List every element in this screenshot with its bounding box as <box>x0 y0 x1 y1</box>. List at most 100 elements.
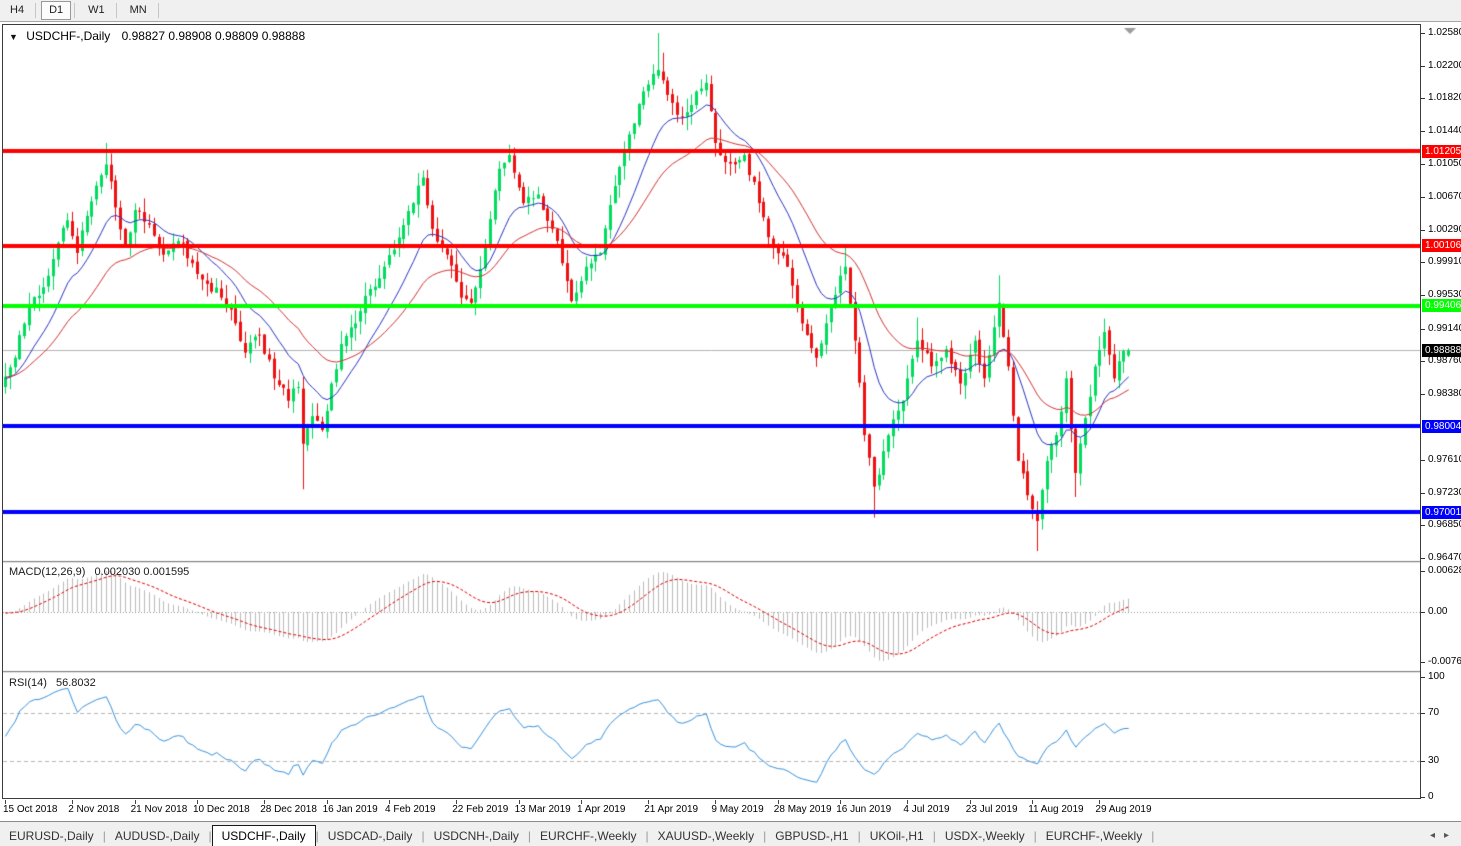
date-axis-label: 10 Dec 2018 <box>193 804 250 815</box>
macd-name: MACD(12,26,9) <box>9 566 86 578</box>
macd-indicator-label: MACD(12,26,9) 0.002030 0.001595 <box>9 566 189 578</box>
rsi-axis-tick: 0 <box>1421 791 1434 803</box>
price-axis-tick: 0.96470 <box>1421 552 1461 564</box>
date-axis-label: 23 Jul 2019 <box>965 804 1018 815</box>
date-axis-label: 4 Jul 2019 <box>903 804 950 815</box>
date-axis-tick <box>840 800 842 804</box>
chart-symbol-label: USDCHF-,Daily <box>26 29 111 43</box>
tab-xauusd-weekly[interactable]: XAUUSD-,Weekly <box>657 829 755 843</box>
price-axis-tick: 1.02580 <box>1421 27 1461 39</box>
date-axis-tick <box>518 800 520 804</box>
tab-eurusd-daily[interactable]: EURUSD-,Daily <box>9 829 94 843</box>
tab-ukoil-h1[interactable]: UKOil-,H1 <box>869 829 924 843</box>
price-axis-tick: 0.96850 <box>1421 519 1461 531</box>
tab-gbpusd-h1[interactable]: GBPUSD-,H1 <box>775 829 849 843</box>
tab-separator: | <box>527 829 532 843</box>
price-axis-tick: 1.01440 <box>1421 125 1461 137</box>
date-axis-tick <box>134 800 136 804</box>
tab-separator: | <box>1033 829 1037 843</box>
price-level-badge[interactable]: 1.00106 <box>1422 239 1461 253</box>
chart-window: ▼ USDCHF-,Daily 0.98827 0.98908 0.98809 … <box>2 24 1421 799</box>
chart-title: ▼ USDCHF-,Daily 0.98827 0.98908 0.98809 … <box>9 29 305 43</box>
tab-eurchf-weekly[interactable]: EURCHF-,Weekly <box>540 829 637 843</box>
tab-usdchf-daily[interactable]: USDCHF-,Daily <box>211 825 316 846</box>
price-axis-tick: 1.00670 <box>1421 191 1461 203</box>
date-axis-label: 21 Apr 2019 <box>644 804 699 815</box>
date-axis-label: 9 May 2019 <box>711 804 764 815</box>
timeframe-button-d1[interactable]: D1 <box>41 1 72 20</box>
tab-usdcad-daily[interactable]: USDCAD-,Daily <box>327 829 413 843</box>
current-price-badge: 0.98888 <box>1422 343 1461 357</box>
rsi-name: RSI(14) <box>9 677 47 689</box>
price-axis-tick: 0.99910 <box>1421 256 1461 268</box>
date-axis-label: 22 Feb 2019 <box>452 804 509 815</box>
rsi-axis-tick: 30 <box>1421 755 1439 767</box>
date-axis-tick <box>264 800 266 804</box>
price-axis-tick: 0.97230 <box>1421 487 1461 499</box>
tabs-scroll-left-button[interactable]: ◂ <box>1429 830 1435 841</box>
date-axis-label: 4 Feb 2019 <box>385 804 436 815</box>
date-axis: 15 Oct 2018 2 Nov 2018 21 Nov 2018 10 Dec 2… <box>3 800 1421 818</box>
tab-separator: | <box>857 829 861 843</box>
tab-separator: | <box>102 829 106 843</box>
price-axis: 1.02580 1.02200 1.01820 1.01440 1.01050 1.006… <box>1421 24 1461 802</box>
date-axis-tick <box>197 800 198 804</box>
date-axis-tick <box>969 800 971 804</box>
date-axis-tick <box>1032 800 1034 804</box>
date-axis-tick <box>456 800 458 804</box>
price-level-badge[interactable]: 0.99406 <box>1422 299 1461 313</box>
date-axis-label: 29 Aug 2019 <box>1095 804 1152 815</box>
date-axis-label: 16 Jan 2019 <box>322 804 378 815</box>
tab-separator: | <box>932 829 936 843</box>
price-level-badge[interactable]: 1.01205 <box>1422 144 1461 158</box>
price-axis-tick: 1.00290 <box>1421 224 1461 236</box>
date-axis-tick <box>326 800 328 804</box>
price-axis-tick: 0.99530 <box>1421 289 1461 301</box>
date-axis-label: 11 Aug 2019 <box>1028 804 1084 815</box>
toolbar-separator <box>157 3 159 18</box>
chart-tab-bar: EURUSD-,Daily | AUDUSD-,Daily | USDCHF-,Dail… <box>0 821 1461 846</box>
macd-axis-tick: 0.00 <box>1421 606 1447 618</box>
macd-axis-tick: 0.006286 <box>1421 565 1461 577</box>
price-chart-canvas[interactable] <box>3 25 1420 798</box>
date-axis-tick <box>581 800 582 804</box>
date-axis-tick <box>1099 800 1101 804</box>
date-axis-tick <box>648 800 650 804</box>
timeframe-button-w1[interactable]: W1 <box>88 4 105 16</box>
price-axis-tick: 1.01820 <box>1421 92 1461 104</box>
price-level-badge[interactable]: 0.97001 <box>1422 505 1461 519</box>
tab-audusd-daily[interactable]: AUDUSD-,Daily <box>114 829 200 843</box>
tab-separator: | <box>315 829 319 843</box>
chart-dropdown-icon[interactable]: ▼ <box>9 32 18 42</box>
date-axis-tick <box>777 800 779 804</box>
date-axis-tick <box>72 800 74 804</box>
tab-separator: | <box>763 829 767 843</box>
macd-axis-tick: -0.00762 <box>1421 656 1461 668</box>
date-axis-label: 2 Nov 2018 <box>68 804 120 815</box>
date-axis-tick <box>715 800 717 804</box>
price-axis-tick: 0.97610 <box>1421 454 1461 466</box>
tab-separator: | <box>1151 829 1155 843</box>
timeframe-button-h4[interactable]: H4 <box>10 4 25 16</box>
tabs-scroll-right-button[interactable]: ▸ <box>1443 830 1449 841</box>
rsi-value: 56.8032 <box>55 677 96 689</box>
date-axis-label: 16 Jun 2019 <box>836 804 892 815</box>
price-level-badge[interactable]: 0.98004 <box>1422 419 1461 433</box>
date-axis-label: 28 May 2019 <box>773 804 832 815</box>
tab-usdcnh-daily[interactable]: USDCNH-,Daily <box>433 829 519 843</box>
tab-separator: | <box>421 829 425 843</box>
timeframe-button-mn[interactable]: MN <box>129 4 147 16</box>
toolbar-separator <box>74 3 76 18</box>
date-axis-tick <box>907 800 909 804</box>
tab-usdx-weekly[interactable]: USDX-,Weekly <box>944 829 1025 843</box>
rsi-axis-tick: 100 <box>1421 671 1445 683</box>
price-axis-tick: 0.99140 <box>1421 323 1461 335</box>
date-axis-label: 28 Dec 2018 <box>260 804 317 815</box>
price-axis-tick: 1.02200 <box>1421 60 1461 72</box>
toolbar-separator <box>115 3 117 18</box>
tab-eurchf-weekly[interactable]: EURCHF-,Weekly <box>1045 829 1143 843</box>
chart-ohlc-values: 0.98827 0.98908 0.98809 0.98888 <box>121 29 306 43</box>
price-axis-tick: 0.98760 <box>1421 355 1461 367</box>
timeframe-toolbar: H4 D1 W1 MN <box>0 0 1461 22</box>
date-axis-tick <box>389 800 390 804</box>
